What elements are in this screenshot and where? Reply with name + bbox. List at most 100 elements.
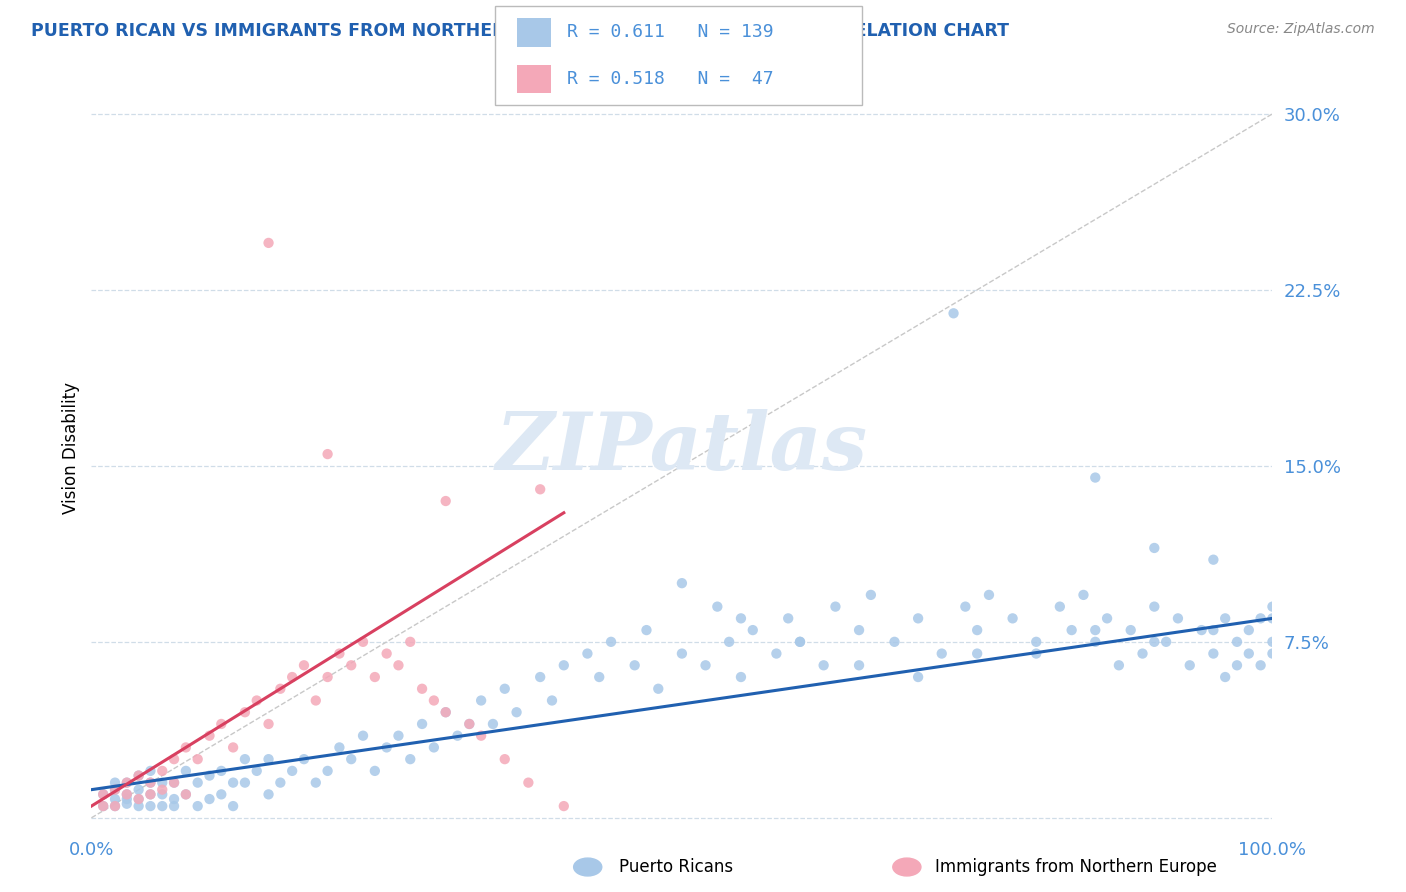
Point bbox=[174, 788, 197, 802]
Point bbox=[163, 752, 186, 766]
Point bbox=[494, 681, 516, 696]
Point bbox=[91, 799, 114, 814]
Point bbox=[163, 775, 186, 789]
Point bbox=[198, 792, 221, 806]
Point bbox=[139, 775, 162, 789]
Point bbox=[813, 658, 835, 673]
Point bbox=[1250, 611, 1272, 625]
Point bbox=[150, 799, 173, 814]
Point bbox=[222, 740, 245, 755]
Point bbox=[423, 740, 446, 755]
Point bbox=[576, 647, 599, 661]
Point bbox=[1213, 611, 1236, 625]
Point bbox=[139, 788, 162, 802]
Point bbox=[91, 788, 114, 802]
Point bbox=[233, 705, 256, 719]
Point bbox=[139, 775, 162, 789]
Point bbox=[328, 647, 350, 661]
Point bbox=[1202, 552, 1225, 566]
Point bbox=[305, 775, 328, 789]
Point bbox=[1261, 611, 1284, 625]
Point bbox=[150, 775, 173, 789]
Point bbox=[778, 611, 800, 625]
Point bbox=[1202, 623, 1225, 637]
Point bbox=[859, 588, 882, 602]
Point bbox=[1261, 647, 1284, 661]
Point bbox=[91, 788, 114, 802]
Point bbox=[977, 588, 1000, 602]
Point bbox=[387, 658, 409, 673]
Point bbox=[458, 717, 481, 731]
Point bbox=[470, 729, 492, 743]
Point bbox=[411, 681, 433, 696]
Point bbox=[163, 799, 186, 814]
Point bbox=[942, 306, 965, 320]
Point bbox=[128, 768, 150, 782]
Point bbox=[269, 681, 291, 696]
Text: Immigrants from Northern Europe: Immigrants from Northern Europe bbox=[935, 858, 1216, 876]
Point bbox=[281, 764, 304, 778]
Point bbox=[128, 792, 150, 806]
Point bbox=[529, 670, 551, 684]
Point bbox=[352, 729, 374, 743]
Point bbox=[848, 658, 870, 673]
Point bbox=[765, 647, 787, 661]
Point bbox=[636, 623, 658, 637]
Point bbox=[233, 752, 256, 766]
Point bbox=[553, 658, 575, 673]
Point bbox=[104, 782, 127, 797]
Point bbox=[198, 768, 221, 782]
Text: Puerto Ricans: Puerto Ricans bbox=[619, 858, 733, 876]
Point bbox=[364, 670, 387, 684]
Point bbox=[104, 792, 127, 806]
Point bbox=[1073, 588, 1095, 602]
Point bbox=[292, 752, 315, 766]
Point bbox=[671, 647, 693, 661]
Point bbox=[257, 752, 280, 766]
Point bbox=[257, 717, 280, 731]
Point bbox=[1108, 658, 1130, 673]
Point bbox=[1001, 611, 1024, 625]
Point bbox=[1060, 623, 1083, 637]
Point bbox=[292, 658, 315, 673]
Point bbox=[730, 611, 752, 625]
Point bbox=[1261, 599, 1284, 614]
Point bbox=[1143, 541, 1166, 555]
Point bbox=[150, 782, 173, 797]
Point bbox=[789, 635, 811, 649]
Point bbox=[1143, 635, 1166, 649]
Point bbox=[246, 764, 269, 778]
Point bbox=[1143, 599, 1166, 614]
Point bbox=[1119, 623, 1142, 637]
Point bbox=[340, 658, 363, 673]
Point bbox=[115, 788, 138, 802]
Point bbox=[730, 670, 752, 684]
Point bbox=[316, 764, 339, 778]
Point bbox=[399, 752, 422, 766]
Point bbox=[316, 670, 339, 684]
Point bbox=[695, 658, 717, 673]
Point bbox=[139, 788, 162, 802]
Point bbox=[470, 693, 492, 707]
Point bbox=[718, 635, 741, 649]
Point bbox=[115, 788, 138, 802]
Point bbox=[1226, 658, 1249, 673]
Point bbox=[209, 764, 232, 778]
Point bbox=[907, 670, 929, 684]
Point bbox=[1250, 658, 1272, 673]
Point bbox=[505, 705, 527, 719]
Point bbox=[269, 775, 291, 789]
Point bbox=[209, 788, 232, 802]
Point bbox=[375, 740, 398, 755]
Point bbox=[623, 658, 645, 673]
Point bbox=[588, 670, 610, 684]
Point bbox=[222, 799, 245, 814]
Point bbox=[848, 623, 870, 637]
Point bbox=[281, 670, 304, 684]
Point bbox=[257, 235, 280, 250]
Point bbox=[517, 775, 540, 789]
Point bbox=[174, 764, 197, 778]
Point bbox=[966, 623, 988, 637]
Point bbox=[541, 693, 564, 707]
Text: PUERTO RICAN VS IMMIGRANTS FROM NORTHERN EUROPE VISION DISABILITY CORRELATION CH: PUERTO RICAN VS IMMIGRANTS FROM NORTHERN… bbox=[31, 22, 1010, 40]
